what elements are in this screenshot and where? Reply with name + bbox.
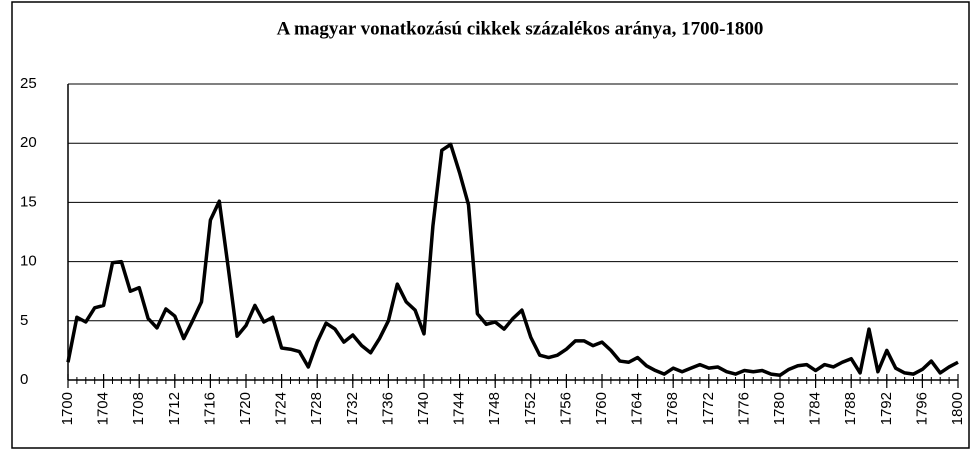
y-tick-label: 5 [20,312,28,329]
x-tick-label: 1744 [451,392,468,425]
x-tick-label: 1764 [629,392,646,425]
x-tick-label: 1756 [557,392,574,425]
x-tick-label: 1784 [807,392,824,425]
x-tick-label: 1712 [166,392,183,425]
chart-title: A magyar vonatkozású cikkek százalékos a… [277,18,764,39]
x-tick-label: 1760 [593,392,610,425]
x-tick-label: 1708 [130,392,147,425]
x-tick-label: 1724 [273,392,290,425]
x-tick-label: 1716 [201,392,218,425]
x-tick-label: 1736 [379,392,396,425]
y-tick-label: 0 [20,371,28,388]
y-tick-label: 25 [20,75,37,92]
data-line [66,142,959,378]
x-tick-label: 1740 [415,392,432,425]
x-tick-label: 1728 [308,392,325,425]
x-tick-label: 1776 [735,392,752,425]
x-tick-label: 1720 [237,392,254,425]
x-tick-label: 1796 [913,392,930,425]
x-tick-label: 1732 [344,392,361,425]
x-tick-label: 1700 [59,392,76,425]
x-tick-label: 1772 [700,392,717,425]
x-tick-label: 1788 [842,392,859,425]
x-tick-label: 1792 [878,392,895,425]
y-tick-label: 15 [20,193,37,210]
x-tick-label: 1780 [771,392,788,425]
chart-frame [11,1,970,449]
x-tick-label: 1752 [522,392,539,425]
y-tick-label: 20 [20,134,37,151]
x-tick-label: 1748 [486,392,503,425]
x-tick-label: 1768 [664,392,681,425]
x-tick-label: 1704 [95,392,112,425]
x-tick-label: 1800 [949,392,966,425]
y-tick-label: 10 [20,253,37,270]
